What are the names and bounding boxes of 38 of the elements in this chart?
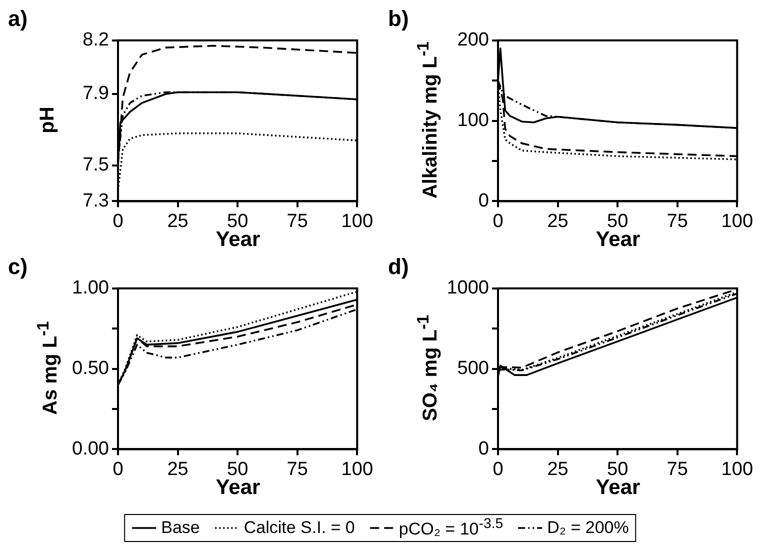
y-tick-label: 100 <box>457 110 489 132</box>
x-tick-label: 0 <box>112 210 124 232</box>
x-tick-label: 100 <box>341 458 373 480</box>
y-tick-label: 1.00 <box>72 278 109 299</box>
x-tick-label: 75 <box>286 210 308 232</box>
y-tick-label: 0.50 <box>72 358 109 380</box>
chart-title: c) <box>8 254 28 280</box>
y-tick-label: 0.00 <box>72 438 109 460</box>
x-tick-label: 25 <box>547 210 568 232</box>
y-tick-label: 7.9 <box>82 83 109 104</box>
x-tick-label: 75 <box>666 210 688 232</box>
x-tick-label: 0 <box>492 210 504 232</box>
y-tick-label: 7.5 <box>82 154 109 176</box>
x-tick-label: 75 <box>286 458 308 480</box>
legend-label: Calcite S.I. = 0 <box>244 518 355 538</box>
x-tick-label: 25 <box>167 210 188 232</box>
legend-label: Base <box>161 518 200 538</box>
y-tick-label: 0 <box>478 438 489 460</box>
x-tick-label: 25 <box>167 458 188 480</box>
legend-label: pCO₂ = 10$^{-3.5}$ <box>398 516 504 540</box>
y-tick-label: 1000 <box>446 278 489 299</box>
x-tick-label: 0 <box>492 458 504 480</box>
x-tick-label: 25 <box>547 458 568 480</box>
legend-label: D₂ = 200% <box>547 518 629 538</box>
x-tick-label: 75 <box>666 458 688 480</box>
chart-title: b) <box>388 6 409 32</box>
x-tick-label: 100 <box>341 210 373 232</box>
y-axis-title: pH <box>36 106 60 134</box>
y-tick-label: 8.2 <box>82 30 109 51</box>
x-tick-label: 100 <box>721 210 753 232</box>
y-tick-label: 200 <box>457 30 489 51</box>
x-tick-label: 0 <box>112 458 124 480</box>
chart-title: d) <box>388 254 409 280</box>
y-tick-label: 500 <box>457 358 489 380</box>
y-tick-label: 0 <box>478 190 489 212</box>
chart-title: a) <box>8 6 28 32</box>
x-tick-label: 100 <box>721 458 753 480</box>
y-tick-label: 7.3 <box>82 190 109 212</box>
